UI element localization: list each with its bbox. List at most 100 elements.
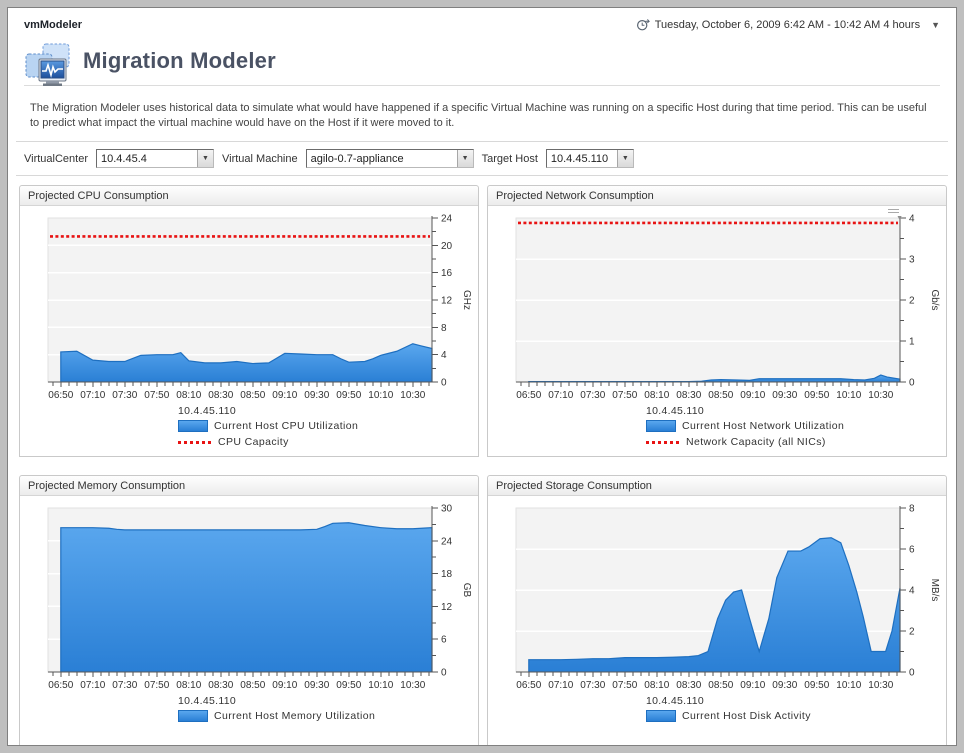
legend-item: Current Host Memory Utilization — [178, 710, 478, 722]
svg-text:07:50: 07:50 — [612, 680, 637, 691]
legend-host-label: 10.4.45.110 — [178, 695, 236, 707]
svg-text:10:30: 10:30 — [868, 390, 893, 401]
panel-title: Projected Storage Consumption — [488, 476, 946, 496]
page-title: Migration Modeler — [83, 47, 276, 73]
legend-label: Network Capacity (all NICs) — [686, 436, 826, 448]
svg-text:08:30: 08:30 — [676, 390, 701, 401]
chart-legend: 10.4.45.110 Current Host CPU Utilization C… — [178, 405, 478, 448]
svg-text:12: 12 — [441, 602, 453, 613]
top-strip: vmModeler Tuesday, October 6, 2009 6:42 … — [8, 8, 956, 34]
svg-text:4: 4 — [909, 586, 915, 597]
svg-text:09:30: 09:30 — [772, 390, 797, 401]
chart-legend: 10.4.45.110 Current Host Network Utilizat… — [646, 405, 946, 448]
svg-text:10:30: 10:30 — [400, 390, 425, 401]
chart-legend: 10.4.45.110 Current Host Disk Activity — [646, 695, 946, 722]
svg-text:06:50: 06:50 — [48, 390, 73, 401]
time-range-label: Tuesday, October 6, 2009 6:42 AM - 10:42… — [654, 18, 921, 31]
series-swatch-icon — [178, 710, 208, 722]
series-swatch-icon — [178, 420, 208, 432]
svg-text:07:50: 07:50 — [612, 390, 637, 401]
svg-text:08:50: 08:50 — [708, 680, 733, 691]
svg-text:07:10: 07:10 — [80, 390, 105, 401]
virtualcenter-select[interactable]: 10.4.45.4 ▼ — [96, 149, 214, 168]
svg-text:24: 24 — [441, 536, 453, 547]
virtual-machine-select[interactable]: agilo-0.7-appliance ▼ — [305, 149, 474, 168]
memory-area-chart: 0 6 12 18 24 30 GB 06:50 07:10 07:30 07:50 08:10 08:… — [20, 496, 478, 694]
svg-text:08:50: 08:50 — [240, 680, 265, 691]
svg-text:10:10: 10:10 — [368, 680, 393, 691]
app-window: vmModeler Tuesday, October 6, 2009 6:42 … — [7, 7, 957, 746]
time-range-caret-icon: ▼ — [931, 19, 940, 30]
svg-text:09:10: 09:10 — [272, 680, 297, 691]
svg-text:09:10: 09:10 — [740, 390, 765, 401]
svg-text:09:30: 09:30 — [304, 390, 329, 401]
legend-label: Current Host Disk Activity — [682, 710, 811, 722]
svg-text:09:30: 09:30 — [772, 680, 797, 691]
svg-text:6: 6 — [909, 545, 915, 556]
chart-panel: Projected Storage Consumption 0 2 4 6 8 MB/s 0… — [487, 475, 947, 745]
svg-text:12: 12 — [441, 296, 453, 307]
storage-area-chart: 0 2 4 6 8 MB/s 06:50 07:10 07:30 07:50 08:10 08:30 0… — [488, 496, 946, 694]
svg-text:07:10: 07:10 — [80, 680, 105, 691]
chart-body: 0 4 8 12 16 20 24 GHz 06:50 07:10 07:30 07:50 08:10 0… — [20, 206, 478, 456]
svg-text:MB/s: MB/s — [929, 579, 940, 602]
chart-body: 0 2 4 6 8 MB/s 06:50 07:10 07:30 07:50 08:10 08:30 0… — [488, 496, 946, 745]
chevron-down-icon[interactable]: ▼ — [197, 150, 213, 167]
legend-label: Current Host Memory Utilization — [214, 710, 376, 722]
svg-text:GB: GB — [461, 583, 472, 598]
svg-text:30: 30 — [441, 504, 453, 515]
svg-text:4: 4 — [909, 214, 915, 225]
series-swatch-icon — [646, 710, 676, 722]
svg-text:07:30: 07:30 — [580, 390, 605, 401]
capacity-swatch-icon — [178, 440, 212, 444]
legend-host-label: 10.4.45.110 — [178, 405, 236, 417]
svg-text:09:50: 09:50 — [804, 390, 829, 401]
app-title: vmModeler — [24, 18, 83, 31]
svg-text:GHz: GHz — [461, 290, 472, 310]
series-swatch-icon — [646, 420, 676, 432]
svg-text:07:10: 07:10 — [548, 390, 573, 401]
svg-text:10:30: 10:30 — [400, 680, 425, 691]
legend-label: Current Host Network Utilization — [682, 420, 845, 432]
chart-menu-icon[interactable]: ▼ — [888, 207, 903, 222]
chevron-down-icon[interactable]: ▼ — [456, 150, 473, 167]
panel-title: Projected Memory Consumption — [20, 476, 478, 496]
panel-title: Projected CPU Consumption — [20, 186, 478, 206]
svg-text:24: 24 — [441, 214, 453, 225]
page-header: Migration Modeler — [24, 36, 940, 86]
chart-panel: Projected Network Consumption ▼ 0 1 2 3 4 Gb/… — [487, 185, 947, 457]
svg-text:10:10: 10:10 — [836, 680, 861, 691]
svg-text:2: 2 — [909, 627, 915, 638]
svg-text:07:30: 07:30 — [112, 390, 137, 401]
charts-grid: Projected CPU Consumption 0 4 8 12 16 20 24 GHz… — [19, 185, 947, 745]
svg-text:09:10: 09:10 — [272, 390, 297, 401]
svg-text:1: 1 — [909, 337, 915, 348]
time-range-icon — [636, 18, 650, 30]
virtual-machine-label: Virtual Machine — [222, 152, 298, 165]
svg-text:10:10: 10:10 — [368, 390, 393, 401]
chevron-down-icon[interactable]: ▼ — [616, 150, 633, 167]
svg-text:06:50: 06:50 — [516, 390, 541, 401]
svg-text:0: 0 — [441, 378, 447, 389]
chart-panel: Projected CPU Consumption 0 4 8 12 16 20 24 GHz… — [19, 185, 479, 457]
svg-text:07:30: 07:30 — [580, 680, 605, 691]
svg-text:08:10: 08:10 — [644, 390, 669, 401]
svg-text:0: 0 — [441, 668, 447, 679]
svg-text:09:10: 09:10 — [740, 680, 765, 691]
page-description: The Migration Modeler uses historical da… — [30, 102, 927, 129]
chart-panel: Projected Memory Consumption 0 6 12 18 24 30 G… — [19, 475, 479, 745]
legend-item: CPU Capacity — [178, 436, 478, 448]
legend-host-label: 10.4.45.110 — [646, 695, 704, 707]
migration-modeler-icon — [24, 42, 72, 88]
svg-text:09:50: 09:50 — [336, 680, 361, 691]
svg-text:07:50: 07:50 — [144, 390, 169, 401]
target-host-select[interactable]: 10.4.45.110 ▼ — [545, 149, 634, 168]
chart-body: 0 6 12 18 24 30 GB 06:50 07:10 07:30 07:50 08:10 08:… — [20, 496, 478, 745]
time-range-selector[interactable]: Tuesday, October 6, 2009 6:42 AM - 10:42… — [636, 18, 940, 32]
chart-legend: 10.4.45.110 Current Host Memory Utilizati… — [178, 695, 478, 722]
controls-bar: VirtualCenter 10.4.45.4 ▼ Virtual Machin… — [16, 141, 948, 176]
svg-text:09:50: 09:50 — [336, 390, 361, 401]
svg-text:2: 2 — [909, 296, 915, 307]
legend-label: Current Host CPU Utilization — [214, 420, 359, 432]
svg-text:08:30: 08:30 — [208, 680, 233, 691]
